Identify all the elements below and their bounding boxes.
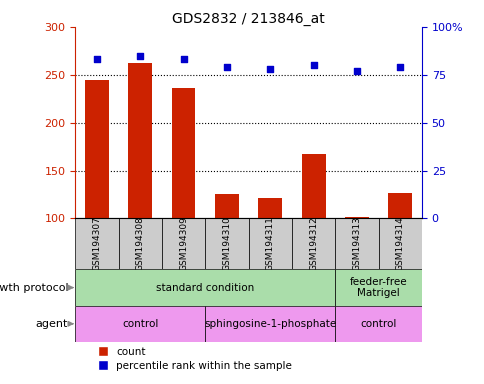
Bar bbox=[334, 306, 421, 342]
Bar bbox=[85, 79, 108, 218]
Bar bbox=[344, 217, 368, 218]
Text: sphingosine-1-phosphate: sphingosine-1-phosphate bbox=[204, 319, 336, 329]
Text: agent: agent bbox=[36, 319, 68, 329]
Point bbox=[93, 56, 101, 63]
Text: standard condition: standard condition bbox=[156, 283, 254, 293]
Text: GSM194314: GSM194314 bbox=[395, 217, 404, 271]
Bar bbox=[75, 270, 334, 306]
Bar bbox=[162, 218, 205, 270]
Text: control: control bbox=[360, 319, 396, 329]
Bar bbox=[301, 154, 325, 218]
Bar bbox=[75, 306, 205, 342]
Text: GSM194311: GSM194311 bbox=[265, 217, 274, 271]
Point bbox=[352, 68, 360, 74]
Title: GDS2832 / 213846_at: GDS2832 / 213846_at bbox=[172, 12, 324, 26]
Text: GSM194307: GSM194307 bbox=[92, 217, 101, 271]
Point bbox=[266, 66, 273, 72]
Text: GSM194310: GSM194310 bbox=[222, 217, 231, 271]
Bar bbox=[334, 218, 378, 270]
Bar bbox=[248, 218, 291, 270]
Point bbox=[136, 53, 144, 59]
Bar bbox=[334, 270, 421, 306]
Bar bbox=[171, 88, 195, 218]
Point bbox=[309, 62, 317, 68]
Bar bbox=[75, 218, 118, 270]
Bar bbox=[258, 198, 282, 218]
Point bbox=[179, 56, 187, 63]
Bar bbox=[378, 218, 421, 270]
Text: GSM194309: GSM194309 bbox=[179, 217, 188, 271]
Text: GSM194308: GSM194308 bbox=[136, 217, 144, 271]
Text: feeder-free
Matrigel: feeder-free Matrigel bbox=[349, 277, 407, 298]
Bar bbox=[291, 218, 334, 270]
Text: GSM194312: GSM194312 bbox=[308, 217, 318, 271]
Text: GSM194313: GSM194313 bbox=[352, 217, 361, 271]
Bar bbox=[205, 218, 248, 270]
Bar bbox=[128, 63, 152, 218]
Bar bbox=[388, 192, 411, 218]
Bar bbox=[214, 194, 238, 218]
Point bbox=[395, 64, 403, 70]
Text: growth protocol: growth protocol bbox=[0, 283, 68, 293]
Bar bbox=[205, 306, 334, 342]
Text: control: control bbox=[122, 319, 158, 329]
Bar bbox=[118, 218, 162, 270]
Point bbox=[223, 64, 230, 70]
Legend: count, percentile rank within the sample: count, percentile rank within the sample bbox=[97, 347, 292, 371]
